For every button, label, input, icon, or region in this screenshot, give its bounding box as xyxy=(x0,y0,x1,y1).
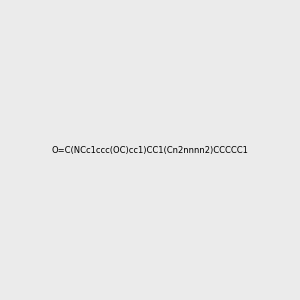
Text: O=C(NCc1ccc(OC)cc1)CC1(Cn2nnnn2)CCCCC1: O=C(NCc1ccc(OC)cc1)CC1(Cn2nnnn2)CCCCC1 xyxy=(52,146,248,154)
